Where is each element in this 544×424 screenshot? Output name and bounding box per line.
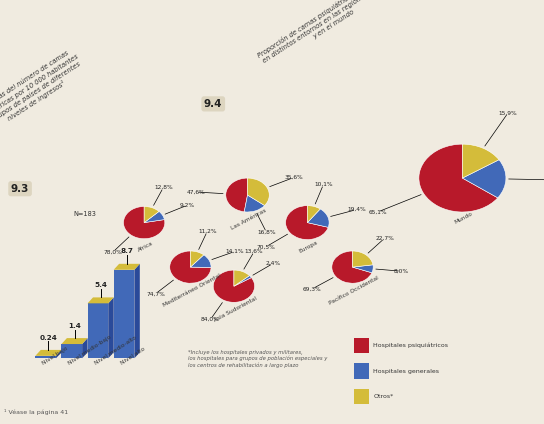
Text: 47,6%: 47,6% <box>187 190 206 195</box>
Text: Nivel medio-alto: Nivel medio-alto <box>94 335 138 366</box>
Text: Nivel bajo: Nivel bajo <box>41 346 69 366</box>
Text: 22,7%: 22,7% <box>375 236 394 241</box>
Text: 13,6%: 13,6% <box>245 249 263 254</box>
Polygon shape <box>35 350 61 356</box>
Wedge shape <box>307 206 320 223</box>
Text: 35,6%: 35,6% <box>285 175 304 180</box>
Text: Pacífico Occidental: Pacífico Occidental <box>328 275 380 306</box>
Wedge shape <box>144 212 164 223</box>
Wedge shape <box>226 178 248 212</box>
Wedge shape <box>190 251 204 267</box>
Text: Mediterráneo Oriental: Mediterráneo Oriental <box>162 273 221 308</box>
Text: Hospitales generales: Hospitales generales <box>373 368 439 374</box>
Wedge shape <box>190 255 211 268</box>
Text: 84,0%: 84,0% <box>201 317 220 322</box>
Wedge shape <box>353 265 373 273</box>
FancyBboxPatch shape <box>354 389 369 404</box>
Text: 1.4: 1.4 <box>68 323 81 329</box>
Polygon shape <box>82 338 88 358</box>
Text: 65,1%: 65,1% <box>368 209 387 215</box>
Polygon shape <box>61 338 88 344</box>
Text: ¹ Véase la página 41: ¹ Véase la página 41 <box>4 409 69 415</box>
Text: 9,2%: 9,2% <box>180 203 195 208</box>
Text: Las Américas: Las Américas <box>230 208 267 231</box>
Text: 8.7: 8.7 <box>120 248 133 254</box>
Wedge shape <box>353 251 373 267</box>
Wedge shape <box>213 270 255 302</box>
Wedge shape <box>144 206 159 223</box>
Text: Hospitales psiquiátricos: Hospitales psiquiátricos <box>373 343 448 348</box>
Text: 0.24: 0.24 <box>40 335 57 340</box>
FancyBboxPatch shape <box>354 363 369 379</box>
Polygon shape <box>88 303 108 358</box>
Text: 70,5%: 70,5% <box>257 244 275 249</box>
Text: 5.4: 5.4 <box>94 282 107 288</box>
Text: Asia Sudoriental: Asia Sudoriental <box>213 296 257 323</box>
Text: 8,0%: 8,0% <box>394 269 409 273</box>
Wedge shape <box>123 206 165 239</box>
Polygon shape <box>108 297 114 358</box>
Text: 9.4: 9.4 <box>204 99 222 109</box>
Wedge shape <box>332 251 372 283</box>
Polygon shape <box>88 297 114 303</box>
FancyBboxPatch shape <box>354 338 369 353</box>
Wedge shape <box>462 144 499 178</box>
Wedge shape <box>248 178 269 206</box>
Text: Mundo: Mundo <box>454 212 473 225</box>
Wedge shape <box>234 276 251 286</box>
Text: 10,1%: 10,1% <box>314 182 333 187</box>
Text: Proporción de camas psiquiátricas (aproximada)
en distintos entornos en las regi: Proporción de camas psiquiátricas (aprox… <box>256 0 403 70</box>
Text: Medianas del número de camas
psiquiátricas por 10 000 habitantes
en grupos de pa: Medianas del número de camas psiquiátric… <box>0 47 88 136</box>
Wedge shape <box>462 160 506 198</box>
Polygon shape <box>114 270 134 358</box>
Text: 74,7%: 74,7% <box>146 291 165 296</box>
Polygon shape <box>114 264 140 270</box>
Text: Europa: Europa <box>298 240 319 254</box>
Text: *Incluye los hospitales privados y militares,
los hospitales para grupos de pobl: *Incluye los hospitales privados y milit… <box>188 350 327 368</box>
Wedge shape <box>286 206 328 240</box>
Wedge shape <box>419 144 498 212</box>
Text: 19,4%: 19,4% <box>347 207 366 212</box>
Text: África: África <box>137 241 154 253</box>
Text: 12,8%: 12,8% <box>154 185 172 190</box>
Wedge shape <box>170 251 211 283</box>
Polygon shape <box>35 356 56 358</box>
Text: 69,3%: 69,3% <box>303 286 322 291</box>
Wedge shape <box>307 209 329 227</box>
Text: 16,8%: 16,8% <box>257 230 276 235</box>
Text: 11,2%: 11,2% <box>198 229 217 234</box>
Polygon shape <box>134 264 140 358</box>
Text: 14,1%: 14,1% <box>226 249 244 254</box>
Text: 78,0%: 78,0% <box>103 249 122 254</box>
Text: Otros*: Otros* <box>373 394 393 399</box>
Wedge shape <box>244 195 264 212</box>
Text: Nivel medio-bajo: Nivel medio-bajo <box>67 334 113 366</box>
Text: 2,4%: 2,4% <box>265 261 281 266</box>
Text: 9.3: 9.3 <box>11 184 29 194</box>
Text: N=183: N=183 <box>73 211 96 217</box>
Wedge shape <box>234 270 250 286</box>
Text: Nivel alto: Nivel alto <box>120 346 146 366</box>
Text: 15,9%: 15,9% <box>499 110 517 115</box>
Polygon shape <box>61 344 82 358</box>
Polygon shape <box>56 350 61 358</box>
